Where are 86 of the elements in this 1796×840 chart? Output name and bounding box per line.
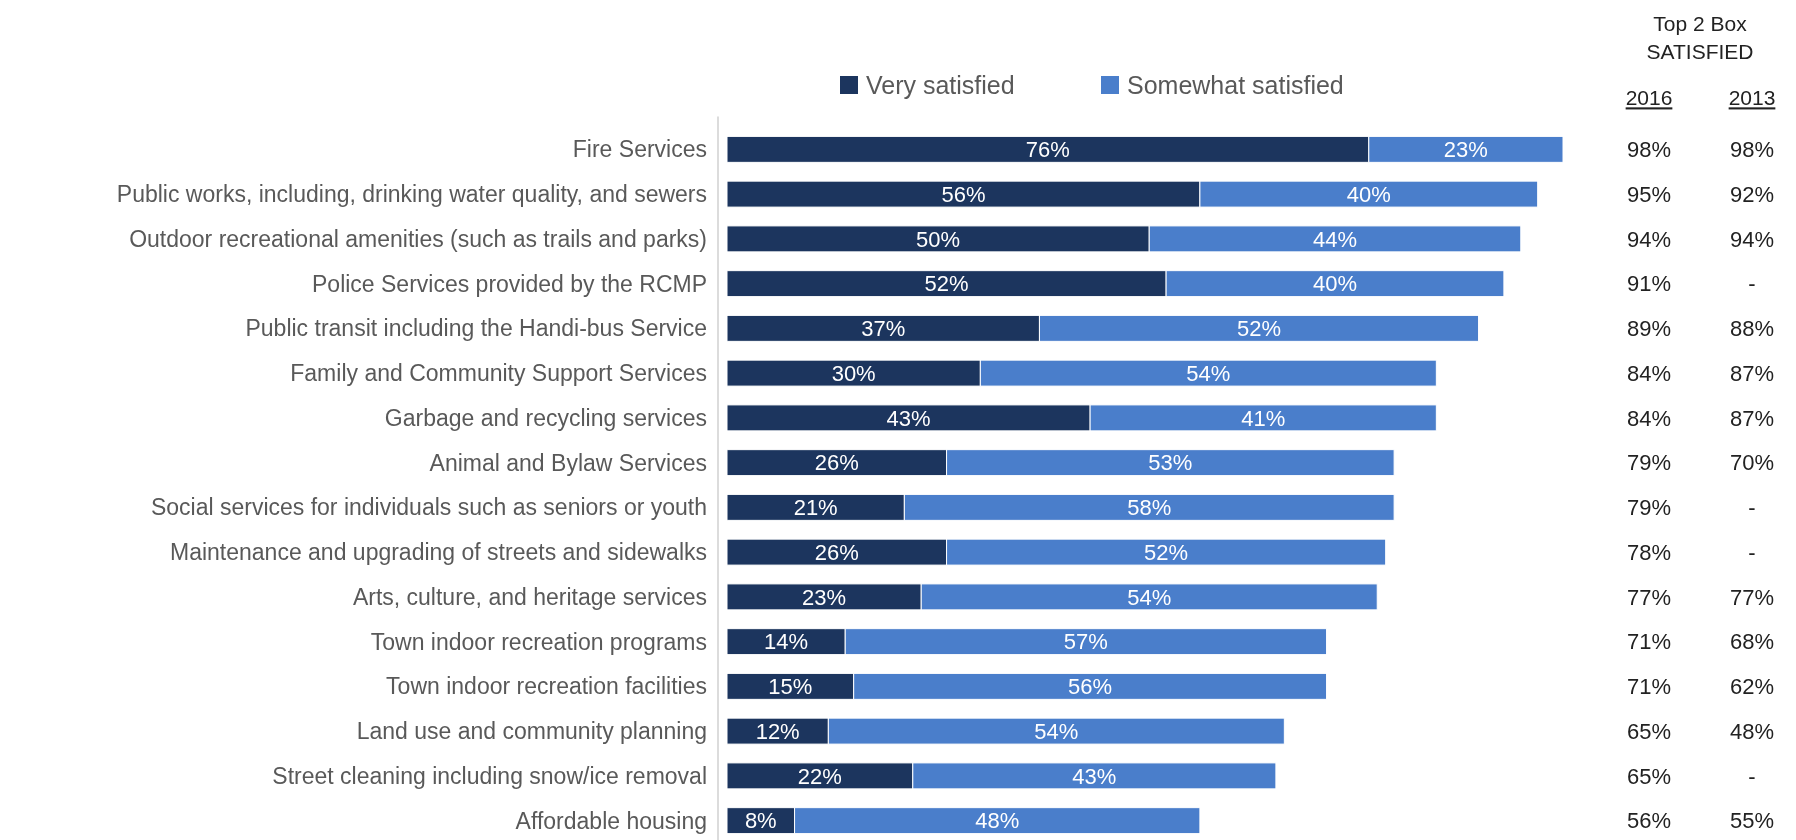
text: 77% — [1626, 584, 1672, 610]
data-label: 23% — [1443, 137, 1488, 163]
data-label: 26% — [814, 450, 859, 476]
data-label: 14% — [764, 629, 809, 655]
data-label: 23% — [802, 584, 847, 610]
text: - — [1748, 495, 1756, 521]
data-label: 50% — [916, 226, 961, 252]
text: 98% — [1626, 137, 1672, 163]
y-tick-label: Town indoor recreation programs — [370, 628, 707, 655]
text: 94% — [1626, 226, 1672, 252]
text: 91% — [1626, 271, 1672, 297]
data-label: 30% — [831, 360, 876, 386]
data-label: 43% — [886, 405, 931, 431]
text: 71% — [1626, 674, 1672, 700]
data-label: 40% — [1346, 181, 1391, 207]
text: 68% — [1729, 629, 1775, 655]
text: 55% — [1729, 808, 1775, 834]
text: 87% — [1729, 360, 1775, 386]
text: 2016 — [1625, 86, 1673, 110]
text: 98% — [1729, 137, 1775, 163]
data-label: 53% — [1148, 450, 1193, 476]
text: - — [1748, 271, 1756, 297]
data-label: 15% — [768, 674, 813, 700]
text: 79% — [1626, 495, 1672, 521]
data-label: 44% — [1312, 226, 1358, 252]
legend-label: Very satisfied — [866, 70, 1015, 99]
data-label: 22% — [797, 763, 842, 789]
data-label: 41% — [1241, 405, 1286, 431]
data-label: 8% — [744, 808, 777, 834]
data-label: 57% — [1063, 629, 1108, 655]
text: 79% — [1626, 450, 1672, 476]
text: 71% — [1626, 629, 1672, 655]
text: 70% — [1729, 450, 1775, 476]
data-label: 37% — [861, 316, 906, 342]
data-label: 12% — [755, 718, 800, 744]
y-tick-label: Street cleaning including snow/ice removal — [272, 762, 707, 789]
text: 88% — [1729, 316, 1775, 342]
text: 95% — [1626, 181, 1672, 207]
text: - — [1748, 763, 1756, 789]
data-label: 52% — [1236, 316, 1282, 342]
text: SATISFIED — [1646, 40, 1754, 64]
y-tick-label: Public transit including the Handi-bus Service — [245, 315, 707, 342]
text: 77% — [1729, 584, 1775, 610]
y-tick-label: Social services for individuals such as seniors or youth — [150, 494, 707, 521]
text: 78% — [1626, 539, 1672, 565]
text: 94% — [1729, 226, 1775, 252]
text: - — [1748, 539, 1756, 565]
text: 65% — [1626, 718, 1672, 744]
data-label: 76% — [1025, 137, 1070, 163]
text: 65% — [1626, 763, 1672, 789]
y-tick-label: Affordable housing — [515, 807, 707, 834]
data-label: 48% — [975, 808, 1020, 834]
y-tick-label: Family and Community Support Services — [290, 360, 707, 387]
text: 56% — [1626, 808, 1672, 834]
text: 48% — [1729, 718, 1775, 744]
data-label: 21% — [793, 495, 838, 521]
y-tick-label: Maintenance and upgrading of streets and sidewalks — [169, 539, 707, 566]
text: 87% — [1729, 405, 1775, 431]
data-label: 26% — [814, 539, 859, 565]
y-tick-label: Garbage and recycling services — [384, 404, 707, 431]
data-label: 54% — [1127, 584, 1172, 610]
y-tick-label: Police Services provided by the RCMP — [312, 270, 707, 297]
data-label: 54% — [1186, 360, 1231, 386]
data-label: 52% — [1144, 539, 1189, 565]
data-label: 58% — [1127, 495, 1172, 521]
data-label: 54% — [1034, 718, 1079, 744]
data-label: 40% — [1312, 271, 1358, 297]
text: 89% — [1626, 316, 1672, 342]
y-tick-label: Fire Services — [572, 136, 707, 163]
y-tick-label: Land use and community planning — [356, 718, 707, 745]
text: 62% — [1729, 674, 1775, 700]
text: Top 2 Box — [1653, 12, 1748, 36]
legend-label: Somewhat satisfied — [1127, 70, 1344, 99]
data-label: 43% — [1072, 763, 1117, 789]
data-label: 56% — [1068, 674, 1113, 700]
text: 2013 — [1728, 86, 1776, 110]
y-tick-label: Animal and Bylaw Services — [429, 449, 707, 476]
y-tick-label: Outdoor recreational amenities (such as trails and parks) — [129, 225, 707, 252]
y-tick-label: Town indoor recreation facilities — [386, 673, 707, 700]
data-label: 56% — [941, 181, 986, 207]
text: 92% — [1729, 181, 1775, 207]
text: 84% — [1626, 360, 1672, 386]
y-tick-label: Arts, culture, and heritage services — [352, 583, 707, 610]
text: 84% — [1626, 405, 1672, 431]
data-label: 52% — [924, 271, 969, 297]
y-tick-label: Public works, including, drinking water quality, and sewers — [116, 181, 707, 208]
